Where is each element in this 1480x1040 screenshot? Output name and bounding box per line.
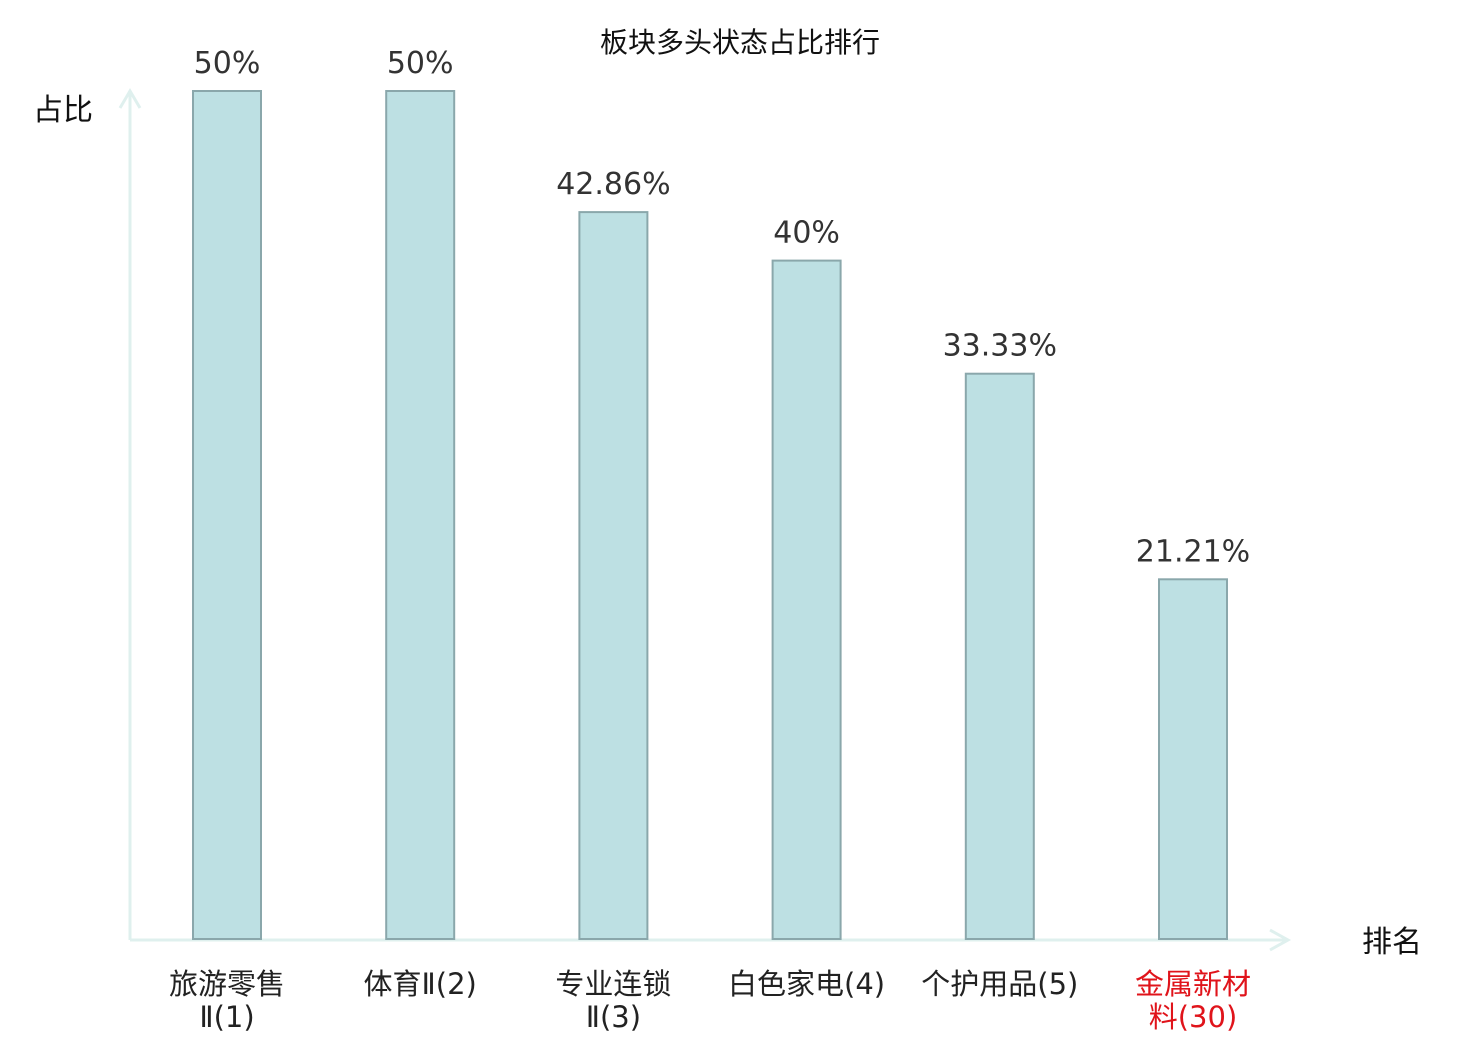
category-label-1-line-1: 旅游零售	[169, 967, 285, 1001]
bars-layer	[192, 90, 1228, 941]
value-label-6: 21.21%	[1136, 534, 1250, 569]
bar-6	[1158, 578, 1228, 940]
category-label-1-line-2: Ⅱ(1)	[199, 1000, 254, 1034]
value-label-5: 33.33%	[943, 329, 1057, 364]
y-axis-arrow-icon	[118, 88, 142, 109]
bar-4	[771, 259, 842, 941]
category-label-6-line-1: 金属新材	[1135, 967, 1251, 1001]
x-axis-arrow-icon	[1269, 928, 1292, 952]
category-label-5-line-1: 个护用品(5)	[921, 967, 1078, 1001]
bar-3	[578, 211, 649, 941]
y-axis-title: 占比	[33, 93, 93, 128]
value-label-1: 50%	[194, 46, 261, 81]
bar-1	[192, 90, 262, 940]
category-label-3-line-1: 专业连锁	[555, 967, 671, 1001]
category-label-4-line-1: 白色家电(4)	[728, 967, 885, 1001]
x-axis-title: 排名	[1362, 925, 1422, 960]
category-label-6-line-2: 料(30)	[1149, 1000, 1238, 1034]
value-label-4: 40%	[773, 216, 840, 251]
value-label-2: 50%	[387, 46, 454, 81]
category-label-3-line-2: Ⅱ(3)	[586, 1000, 641, 1034]
value-label-3: 42.86%	[556, 167, 670, 202]
bar-2	[385, 90, 456, 940]
axes	[118, 88, 1292, 952]
category-label-2-line-1: 体育Ⅱ(2)	[364, 967, 477, 1001]
chart-title: 板块多头状态占比排行	[600, 26, 880, 59]
value-labels-layer: 50% 50% 42.86% 40% 33.33% 21.21%	[194, 46, 1251, 569]
bar-5	[964, 372, 1035, 940]
